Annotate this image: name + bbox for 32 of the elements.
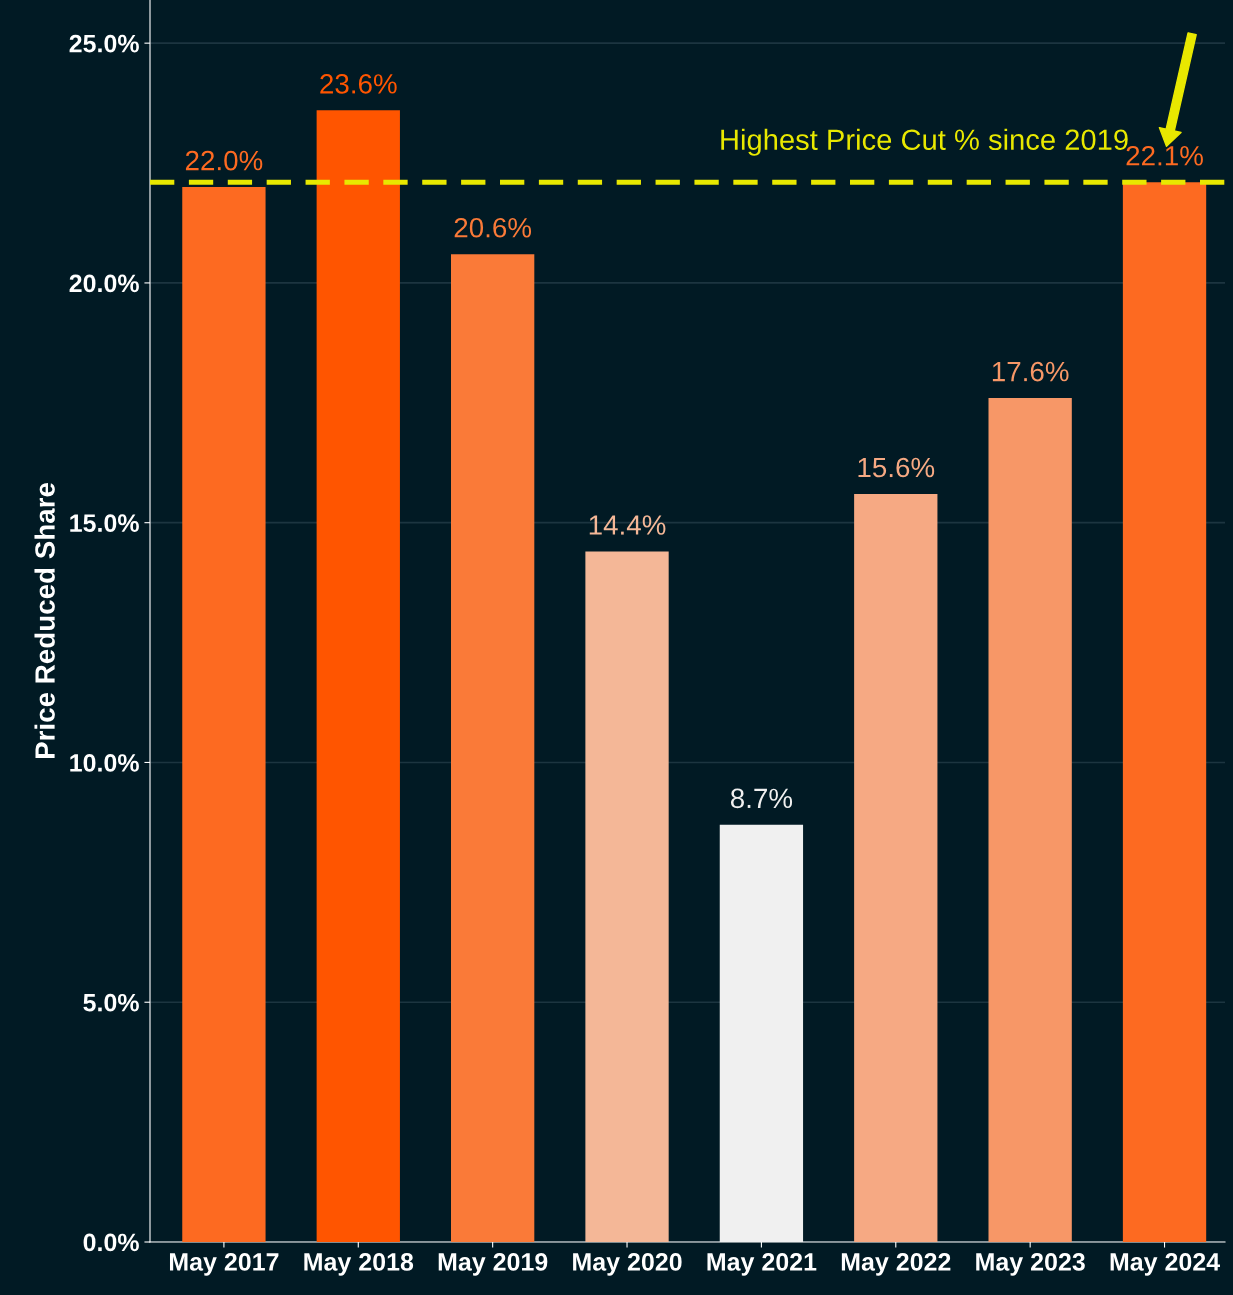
data-label: 15.6%: [858, 457, 935, 478]
data-label: 22.0%: [185, 150, 263, 171]
data-label: 20.6%: [454, 217, 532, 238]
bar: [316, 110, 400, 1242]
bar: [182, 187, 266, 1242]
y-tick-label: 10.0%: [70, 754, 139, 772]
data-label: 14.4%: [589, 515, 666, 535]
x-tick-label: May 2021: [707, 1253, 817, 1276]
x-tick-label: May 2024: [1110, 1253, 1220, 1276]
y-tick-label: 0.0%: [83, 1233, 139, 1252]
ref-line-label: Highest Price Cut % since 2019: [721, 128, 1128, 156]
y-tick-label: 25.0%: [69, 34, 139, 53]
y-tick-label: 15.0%: [70, 514, 139, 532]
y-tick-label: 20.0%: [69, 274, 139, 293]
y-tick-label: 5.0%: [83, 993, 139, 1012]
bar: [719, 824, 804, 1242]
bar: [451, 254, 535, 1242]
x-tick-label: May 2019: [438, 1253, 548, 1276]
bar: [585, 551, 669, 1242]
y-axis-title: Price Reduced Share: [34, 482, 55, 759]
bar: [988, 398, 1072, 1242]
x-tick-label: May 2017: [169, 1253, 279, 1276]
x-tick-label: May 2020: [573, 1253, 682, 1276]
x-tick-label: May 2022: [841, 1253, 951, 1276]
bar: [1122, 182, 1207, 1242]
x-tick-label: May 2023: [976, 1253, 1085, 1276]
data-label: 8.7%: [730, 788, 793, 809]
data-label: 23.6%: [320, 74, 397, 94]
x-tick-label: May 2018: [304, 1253, 414, 1276]
data-label: 17.6%: [992, 361, 1069, 382]
bar: [854, 493, 938, 1242]
data-label: 22.1%: [1126, 145, 1203, 166]
